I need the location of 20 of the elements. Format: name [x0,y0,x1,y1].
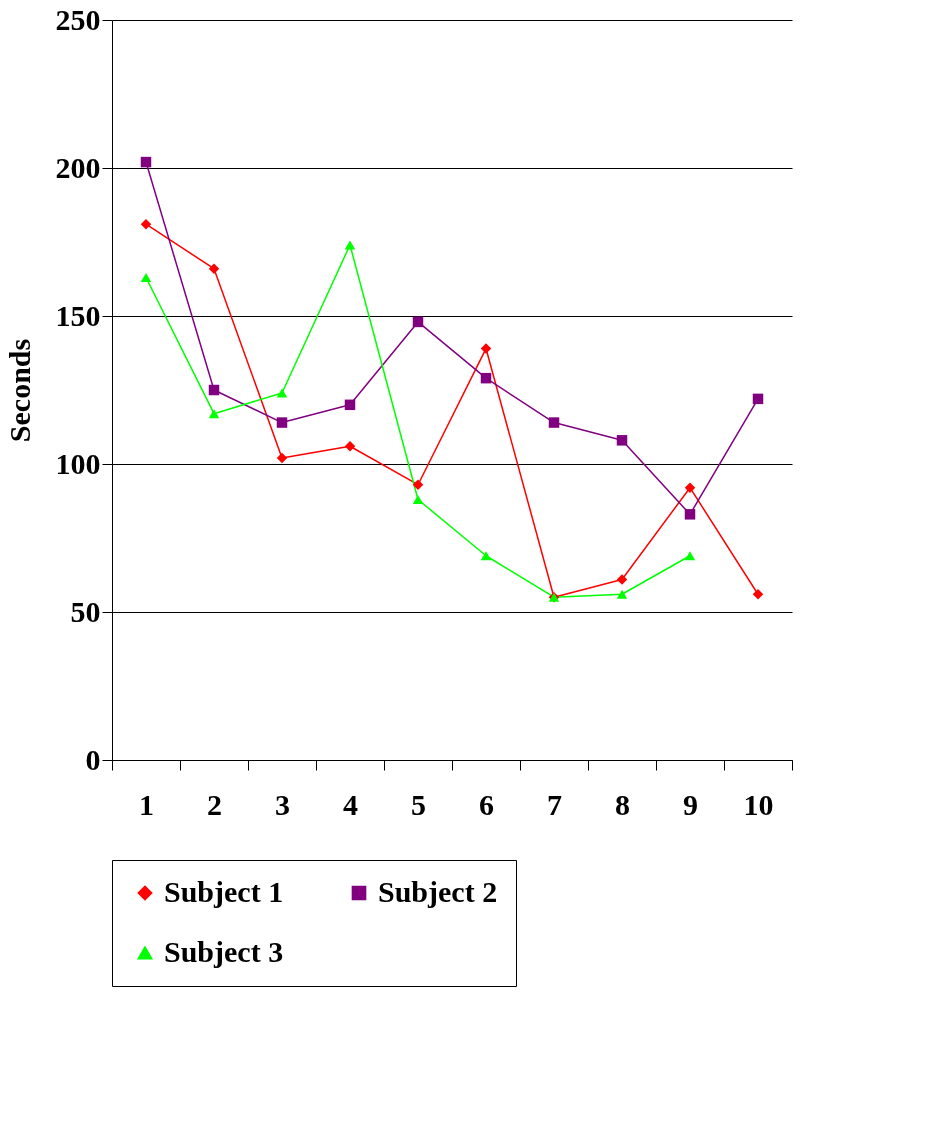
x-tick-label: 5 [411,787,426,821]
y-tick-label: 50 [70,594,101,628]
x-tick-label: 9 [683,787,698,821]
x-tick-label: 7 [547,787,562,821]
x-tick-label: 6 [479,787,494,821]
x-tick-label: 1 [139,787,154,821]
legend-label: Subject 2 [378,875,498,908]
x-tick-label: 8 [615,787,630,821]
y-axis-title: Seconds [2,338,36,443]
y-tick-label: 250 [55,2,101,36]
x-tick-label: 4 [343,787,358,821]
y-tick-label: 200 [55,150,101,184]
y-tick-label: 0 [85,742,101,776]
x-tick-label: 10 [743,787,774,821]
x-tick-label: 2 [207,787,222,821]
y-tick-label: 100 [55,446,101,480]
legend-label: Subject 1 [164,875,284,908]
x-tick-label: 3 [275,787,290,821]
legend-label: Subject 3 [164,935,284,968]
y-tick-label: 150 [55,298,101,332]
